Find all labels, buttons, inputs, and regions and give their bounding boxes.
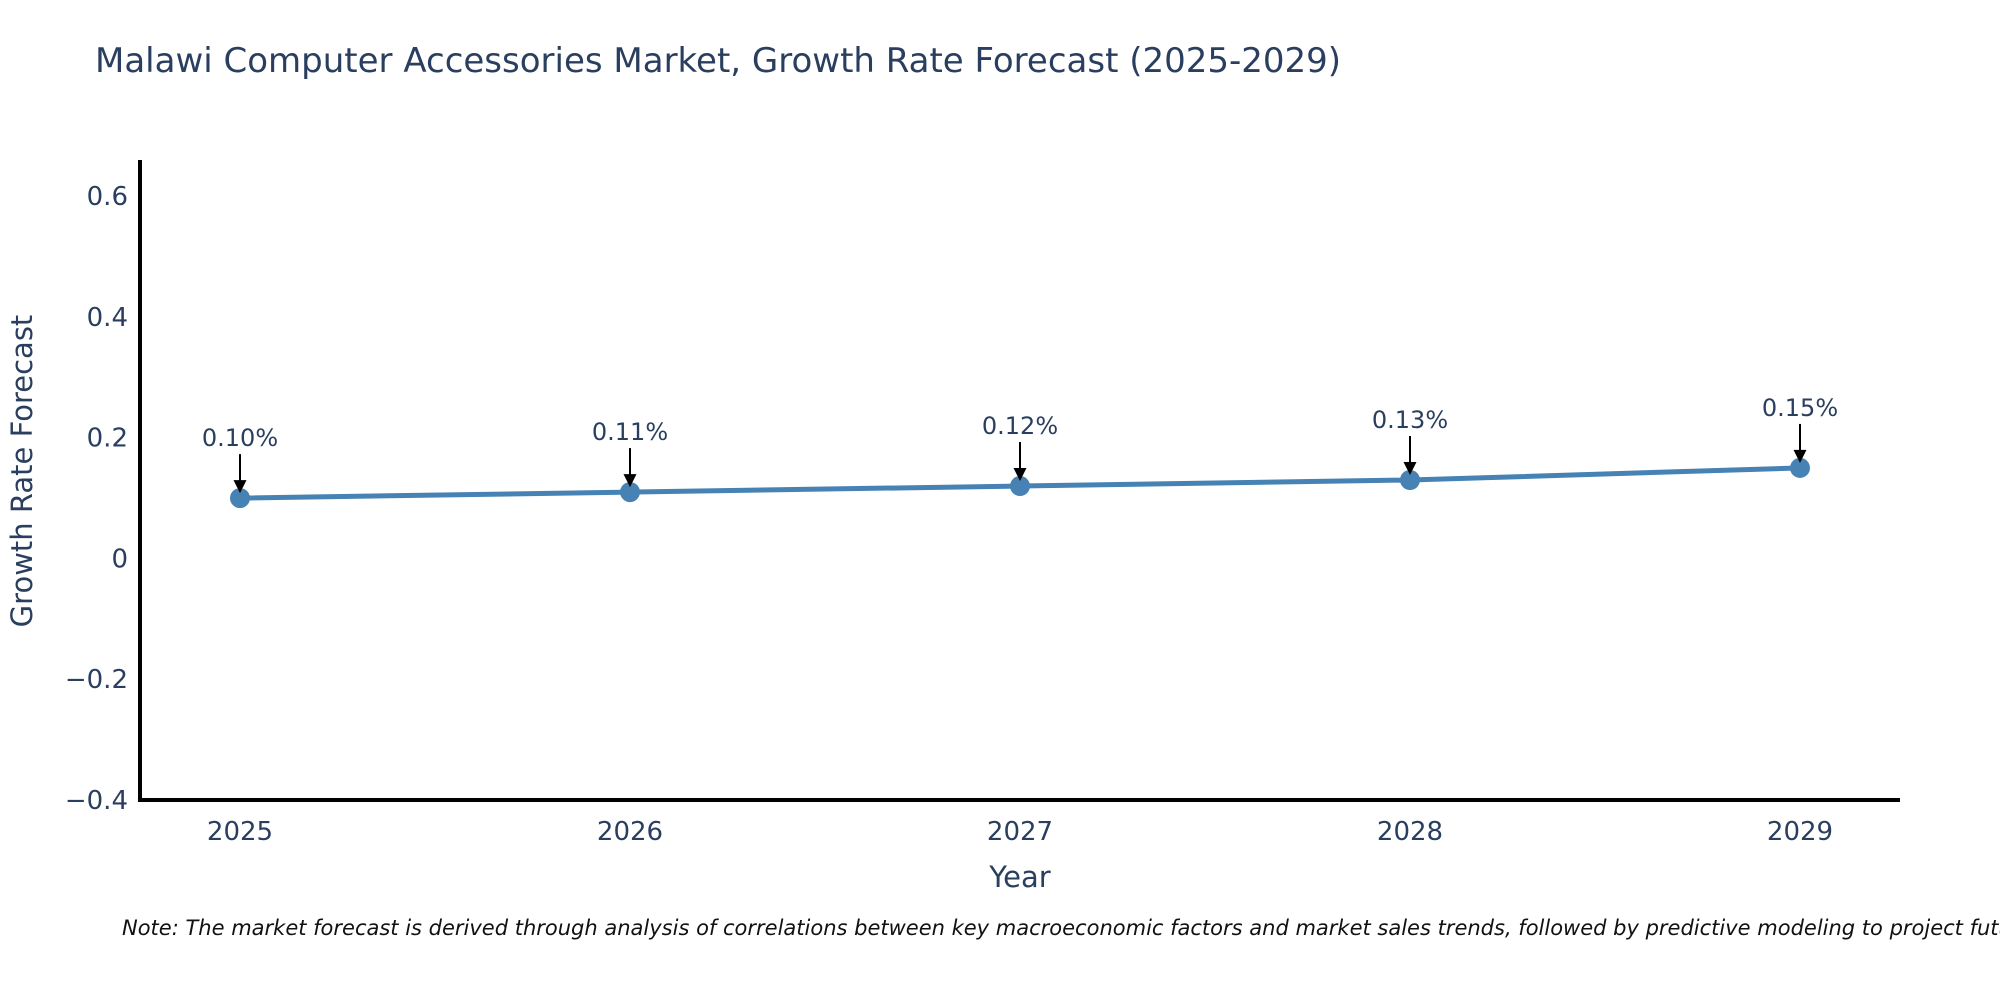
annotation-arrowhead-icon [233,480,247,494]
data-point[interactable] [1010,476,1030,497]
annotation-label: 0.11% [592,418,668,446]
data-point[interactable] [620,482,640,503]
y-tick-label: −0.2 [65,665,128,695]
y-axis-title: Growth Rate Forecast [5,315,39,628]
annotation-arrowhead-icon [1403,462,1417,475]
annotation-label: 0.13% [1372,406,1448,434]
annotation-arrowhead-icon [623,474,637,488]
data-point[interactable] [230,488,250,509]
annotation-label: 0.15% [1762,394,1838,422]
chart-title: Malawi Computer Accessories Market, Grow… [95,41,1342,81]
x-tick-label: 2025 [207,817,273,847]
annotation-label: 0.10% [202,424,278,452]
chart-footnote: Note: The market forecast is derived thr… [122,916,2000,940]
y-tick-label: 0 [111,544,128,574]
y-tick-label: 0.4 [87,303,128,333]
x-axis-title: Year [988,860,1050,894]
annotation-arrowhead-icon [1013,468,1027,482]
x-tick-label: 2027 [987,817,1053,847]
annotation-arrowhead-icon [1793,449,1807,463]
x-tick-label: 2029 [1767,817,1833,847]
x-tick-label: 2028 [1377,817,1443,847]
y-tick-label: −0.4 [65,786,128,816]
data-point[interactable] [1400,470,1420,490]
x-tick-label: 2026 [597,817,663,847]
annotation-label: 0.12% [982,412,1058,440]
data-point[interactable] [1790,457,1810,478]
y-tick-label: 0.6 [87,182,128,212]
y-tick-label: 0.2 [87,424,128,454]
